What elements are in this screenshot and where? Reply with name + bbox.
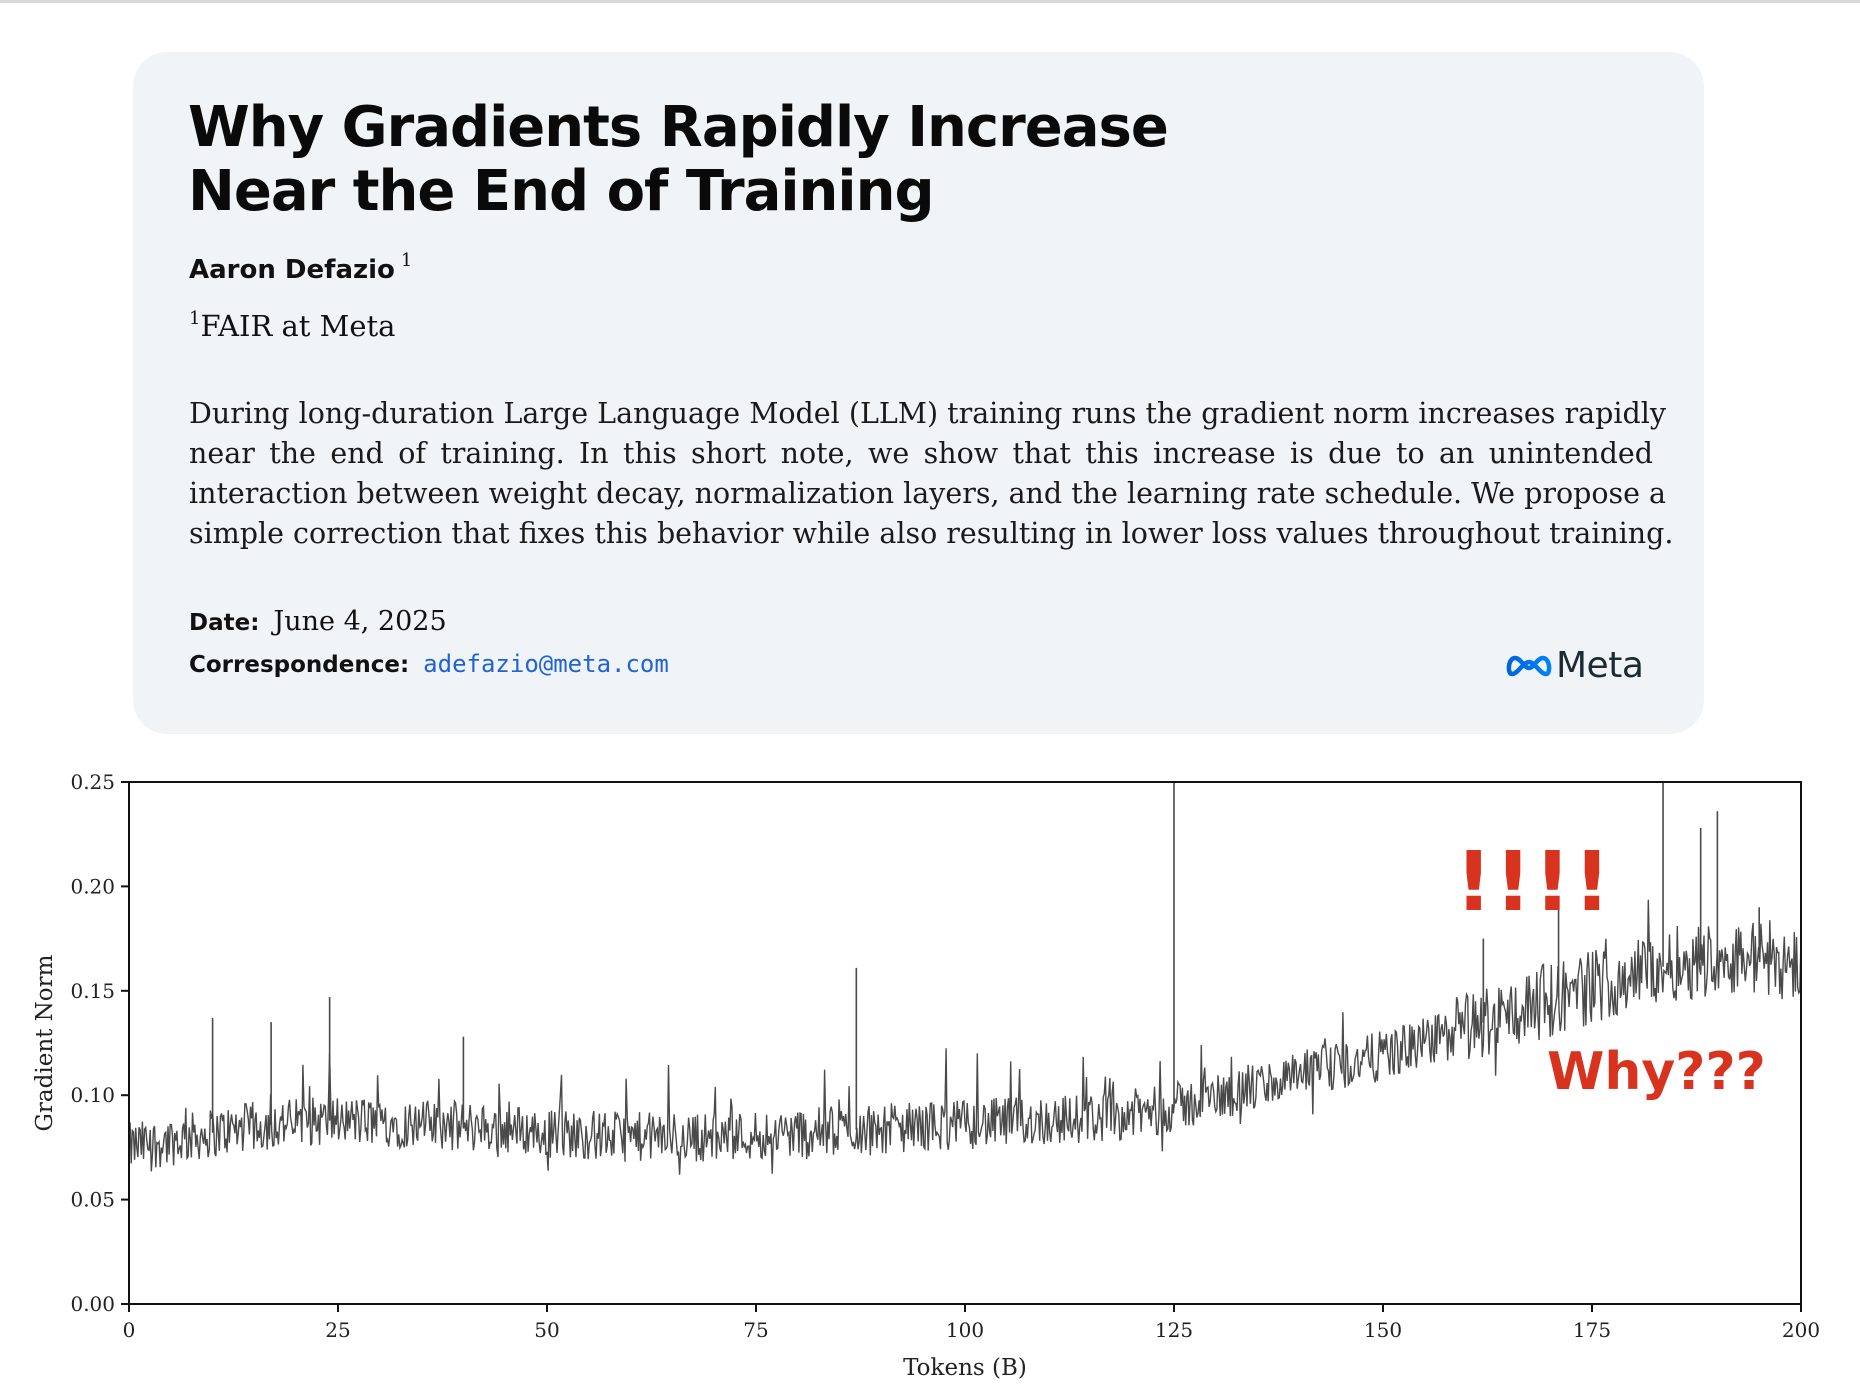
author: Aaron Defazio 1 — [189, 250, 412, 285]
correspondence-email-link[interactable]: adefazio@meta.com — [423, 650, 669, 678]
x-tick-label: 75 — [743, 1318, 768, 1342]
paper-header-card — [133, 52, 1704, 734]
meta-infinity-icon — [1506, 655, 1552, 676]
y-tick-label: 0.05 — [70, 1188, 115, 1212]
y-tick-label: 0.20 — [70, 874, 115, 898]
gradient-norm-line — [128, 899, 1802, 1175]
abstract-line: near the end of training. In this short … — [189, 437, 1653, 470]
paper-title: Why Gradients Rapidly Increase Near the … — [188, 96, 1288, 224]
x-axis: 0 25 50 75 100 125 150 175 200 — [123, 1304, 1820, 1342]
x-tick-label: 175 — [1573, 1318, 1611, 1342]
abstract-line: simple correction that fixes this behavi… — [189, 517, 1674, 550]
abstract: During long-duration Large Language Mode… — [189, 394, 1674, 554]
x-tick-label: 100 — [946, 1318, 984, 1342]
y-axis: 0.00 0.05 0.10 0.15 0.20 0.25 — [70, 770, 129, 1316]
meta-logo-text: Meta — [1556, 645, 1644, 686]
title-line-2: Near the End of Training — [188, 159, 935, 224]
gradient-norm-series — [128, 782, 1802, 1175]
why-annotation: Why??? — [1547, 1042, 1766, 1102]
y-tick-label: 0.15 — [70, 979, 115, 1003]
correspondence-label: Correspondence: — [189, 652, 410, 678]
date-value: June 4, 2025 — [273, 606, 447, 637]
exclaim-annotation: !!!! — [1455, 835, 1613, 930]
y-tick-label: 0.10 — [70, 1083, 115, 1107]
meta-logo: Meta — [1506, 645, 1644, 686]
x-tick-label: 200 — [1782, 1318, 1820, 1342]
x-tick-label: 25 — [325, 1318, 350, 1342]
gradient-norm-chart: 0 25 50 75 100 125 150 175 200 0.000.050.100.150… — [32, 770, 1820, 1381]
y-tick-label: 0.25 — [70, 770, 115, 794]
date-label: Date: — [189, 610, 260, 636]
x-axis-label: Tokens (B) — [903, 1355, 1027, 1381]
author-affiliation-mark: 1 — [400, 250, 413, 271]
y-tick-label: 0.00 — [70, 1292, 115, 1316]
affiliation-name: FAIR at Meta — [200, 309, 396, 343]
x-tick-label: 0 — [123, 1318, 136, 1342]
x-tick-label: 150 — [1364, 1318, 1402, 1342]
correspondence-row: Correspondence: adefazio@meta.com — [189, 648, 669, 679]
abstract-line: interaction between weight decay, normal… — [189, 477, 1667, 510]
title-line-1: Why Gradients Rapidly Increase — [188, 95, 1169, 160]
x-tick-label: 125 — [1155, 1318, 1193, 1342]
affiliation-mark: 1 — [189, 308, 201, 329]
x-tick-label: 50 — [534, 1318, 559, 1342]
affiliation: 1FAIR at Meta — [189, 308, 395, 343]
top-rule — [0, 0, 1860, 3]
author-name: Aaron Defazio — [189, 255, 395, 285]
y-axis-label: Gradient Norm — [32, 954, 58, 1131]
date-row: Date: June 4, 2025 — [189, 606, 447, 637]
abstract-line: During long-duration Large Language Mode… — [189, 397, 1666, 430]
